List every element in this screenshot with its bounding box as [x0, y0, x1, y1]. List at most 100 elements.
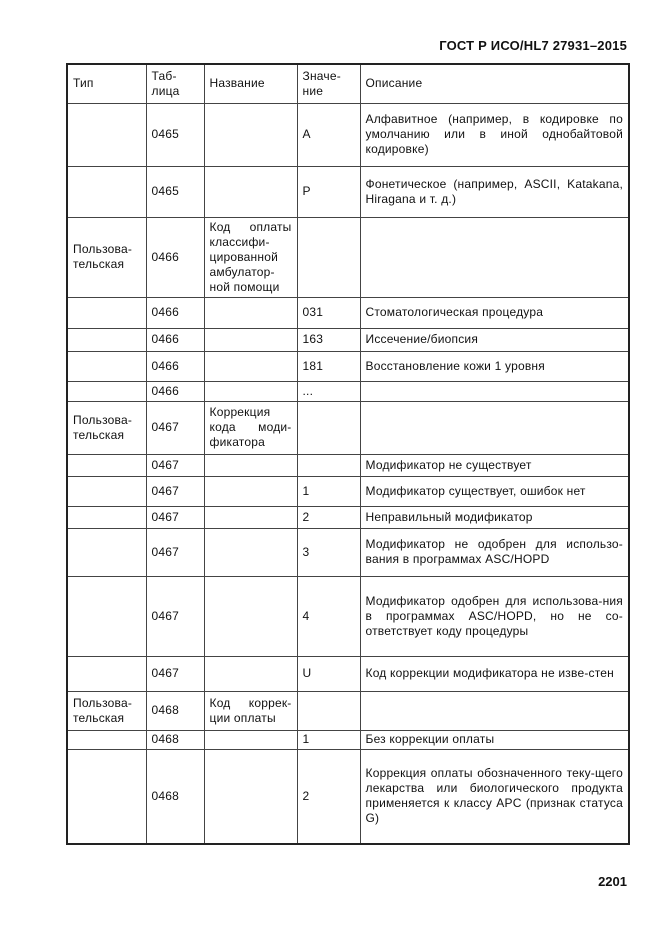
cell-description	[359, 690, 630, 731]
code-table: Тип Таб-лица Название Значе-ние Описание…	[66, 63, 630, 845]
page-number: 2201	[598, 874, 627, 889]
table-row: 0467 2 Неправильный модификатор	[66, 505, 630, 529]
cell-table: 0465	[145, 165, 205, 218]
document-header: ГОСТ Р ИСО/HL7 27931–2015	[439, 38, 627, 53]
cell-value: 163	[296, 327, 361, 352]
cell-value: 031	[296, 296, 361, 329]
table-row: 0468 1 Без коррекции оплаты	[66, 729, 630, 750]
table-row: 0467 Модификатор не существует	[66, 453, 630, 477]
cell-name	[203, 505, 298, 529]
table-row: 0467 1 Модификатор существует, ошибок нет	[66, 475, 630, 507]
cell-description: Иссечение/биопсия	[359, 327, 630, 352]
cell-type	[66, 475, 147, 507]
cell-name	[203, 165, 298, 218]
table-row: 0467 4 Модификатор одобрен для использова-…	[66, 575, 630, 657]
cell-name: Коррекция кода моди-фикатора	[203, 400, 298, 455]
cell-table: 0467	[145, 655, 205, 692]
cell-type	[66, 527, 147, 577]
column-header-table: Таб-лица	[145, 63, 205, 104]
cell-table: 0467	[145, 505, 205, 529]
cell-value	[296, 400, 361, 455]
cell-table: 0466	[145, 327, 205, 352]
table-row: 0467 3 Модификатор не одобрен для использо…	[66, 527, 630, 577]
cell-type	[66, 729, 147, 750]
cell-type	[66, 655, 147, 692]
cell-name	[203, 102, 298, 167]
cell-name: Код коррек-ции оплаты	[203, 690, 298, 731]
cell-type	[66, 575, 147, 657]
cell-description: Без коррекции оплаты	[359, 729, 630, 750]
column-header-value: Значе-ние	[296, 63, 361, 104]
cell-value: 1	[296, 729, 361, 750]
cell-type: Пользова-тельская	[66, 690, 147, 731]
cell-name	[203, 527, 298, 577]
cell-table: 0466	[145, 350, 205, 382]
cell-table: 0468	[145, 729, 205, 750]
cell-value: P	[296, 165, 361, 218]
cell-value	[296, 690, 361, 731]
cell-table: 0466	[145, 296, 205, 329]
cell-type	[66, 327, 147, 352]
cell-type	[66, 296, 147, 329]
column-header-type: Тип	[66, 63, 147, 104]
cell-table: 0467	[145, 527, 205, 577]
cell-description: Неправильный модификатор	[359, 505, 630, 529]
cell-name	[203, 575, 298, 657]
cell-description: Модификатор не одобрен для использо-вани…	[359, 527, 630, 577]
cell-type	[66, 350, 147, 382]
cell-type	[66, 748, 147, 845]
column-header-name: Название	[203, 63, 298, 104]
cell-table: 0467	[145, 475, 205, 507]
cell-table: 0468	[145, 748, 205, 845]
cell-type	[66, 380, 147, 402]
cell-description: Фонетическое (например, ASCII, Katakana,…	[359, 165, 630, 218]
cell-description: Восстановление кожи 1 уровня	[359, 350, 630, 382]
cell-value: U	[296, 655, 361, 692]
table-row: Пользова-тельская 0468 Код коррек-ции опла…	[66, 690, 630, 731]
cell-description: Модификатор не существует	[359, 453, 630, 477]
table-row: 0466 163 Иссечение/биопсия	[66, 327, 630, 352]
cell-value: 2	[296, 748, 361, 845]
table-row: 0467 U Код коррекции модификатора не изве-…	[66, 655, 630, 692]
cell-name	[203, 380, 298, 402]
cell-table: 0465	[145, 102, 205, 167]
table-row: 0466 181 Восстановление кожи 1 уровня	[66, 350, 630, 382]
cell-value	[296, 216, 361, 298]
cell-table: 0466	[145, 380, 205, 402]
cell-type	[66, 505, 147, 529]
cell-value: 3	[296, 527, 361, 577]
cell-name	[203, 327, 298, 352]
cell-type	[66, 165, 147, 218]
cell-value: A	[296, 102, 361, 167]
cell-value: ...	[296, 380, 361, 402]
cell-description	[359, 216, 630, 298]
cell-type: Пользова-тельская	[66, 216, 147, 298]
cell-description: Код коррекции модификатора не изве-стен	[359, 655, 630, 692]
cell-table: 0467	[145, 453, 205, 477]
cell-description: Алфавитное (например, в кодировке по умо…	[359, 102, 630, 167]
cell-type: Пользова-тельская	[66, 400, 147, 455]
cell-name	[203, 453, 298, 477]
cell-name	[203, 655, 298, 692]
cell-value: 181	[296, 350, 361, 382]
table-row: Пользова-тельская 0467 Коррекция кода моди…	[66, 400, 630, 455]
table-row: 0465 P Фонетическое (например, ASCII, Kata…	[66, 165, 630, 218]
cell-name	[203, 350, 298, 382]
cell-value: 4	[296, 575, 361, 657]
cell-description	[359, 380, 630, 402]
cell-description: Модификатор существует, ошибок нет	[359, 475, 630, 507]
cell-type	[66, 453, 147, 477]
table-row: 0466...	[66, 380, 630, 402]
cell-name	[203, 748, 298, 845]
column-header-description: Описание	[359, 63, 630, 104]
cell-name	[203, 296, 298, 329]
table-row: 0466 031 Стоматологическая процедура	[66, 296, 630, 329]
cell-name: Код оплаты классифи-цированной амбулатор…	[203, 216, 298, 298]
table-row: 0465 A Алфавитное (например, в кодировке п…	[66, 102, 630, 167]
cell-table: 0468	[145, 690, 205, 731]
cell-value	[296, 453, 361, 477]
table-row: 0468 2 Коррекция оплаты обозначенного теку…	[66, 748, 630, 845]
cell-description: Модификатор одобрен для использова-ния в…	[359, 575, 630, 657]
cell-table: 0467	[145, 575, 205, 657]
cell-value: 1	[296, 475, 361, 507]
